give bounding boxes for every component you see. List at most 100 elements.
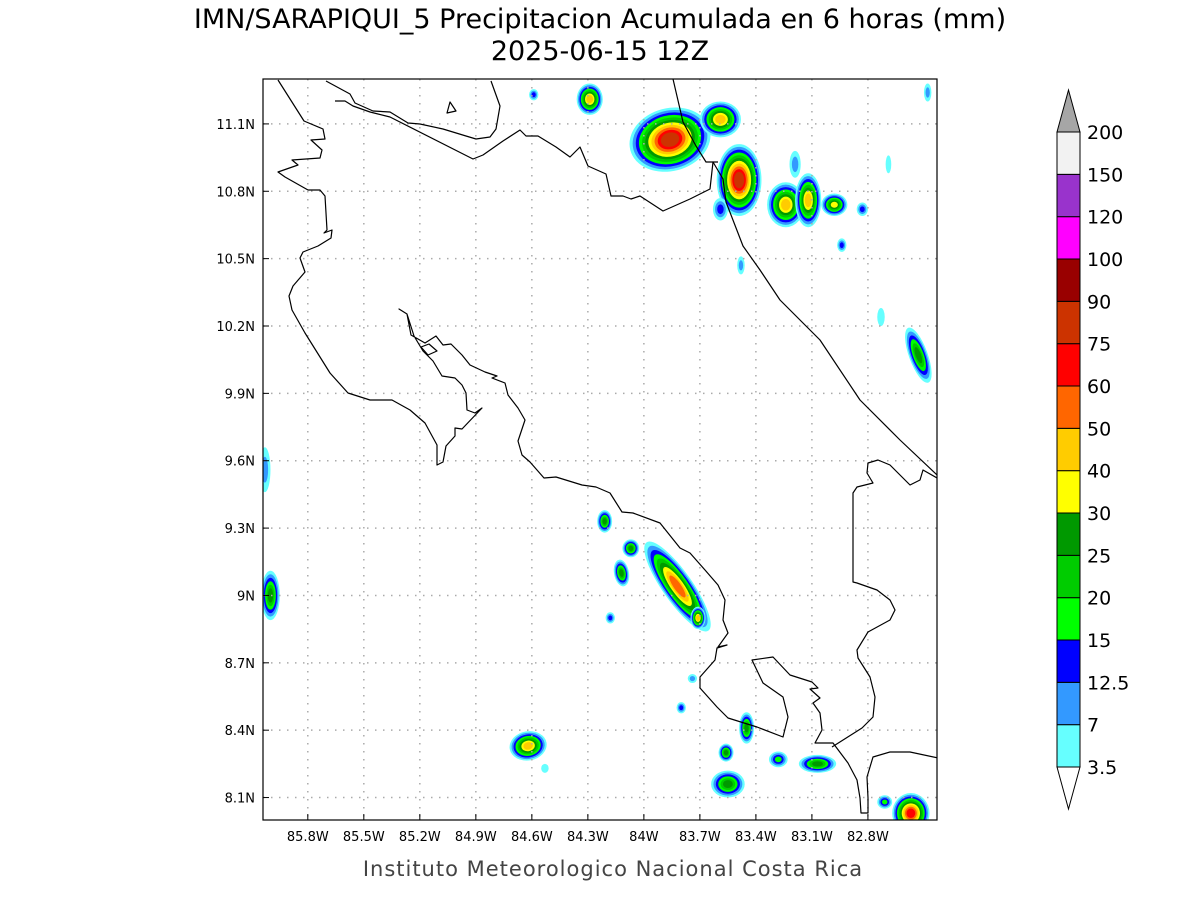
- colorbar-label: 7: [1087, 715, 1099, 737]
- precip-cell: [739, 712, 755, 744]
- colorbar-label: 200: [1087, 122, 1123, 144]
- precip-cell: [837, 238, 847, 252]
- colorbar-swatch: [1056, 427, 1081, 472]
- precip-cell: [605, 612, 615, 624]
- precip-cell: [768, 751, 788, 768]
- precip-cell: [821, 193, 848, 216]
- precip-cell: [767, 182, 805, 228]
- precip-contour-3.5: [541, 763, 549, 773]
- precip-cell: [885, 155, 892, 174]
- precip-cell: [263, 447, 271, 493]
- caribbean-coastline: [672, 79, 937, 476]
- precip-contour-40: [804, 193, 812, 208]
- precip-cell: [716, 144, 762, 216]
- colorbar-label: 150: [1087, 164, 1123, 186]
- precip-cell: [644, 541, 711, 632]
- colorbar-label: 15: [1087, 630, 1111, 652]
- colorbar-swatch: [1056, 385, 1081, 429]
- plot-frame: [262, 78, 938, 821]
- precip-cell: [613, 559, 630, 587]
- precip-cell: [789, 150, 801, 178]
- precip-contour-40: [586, 95, 594, 104]
- x-tick-label: 83.1W: [791, 830, 833, 845]
- precip-contour-3.5: [877, 308, 885, 326]
- colorbar-label: 90: [1087, 291, 1111, 313]
- colorbar-swatch: [1056, 343, 1081, 387]
- x-tick-label: 84.3W: [567, 830, 609, 845]
- precip-contour-12.5: [531, 92, 536, 98]
- colorbar-label: 75: [1087, 334, 1111, 356]
- precip-contour-7: [925, 87, 930, 98]
- precip-cell: [529, 89, 539, 101]
- precip-cell: [905, 327, 932, 383]
- colorbar-label: 100: [1087, 249, 1123, 271]
- x-tick-label: 84.9W: [455, 830, 497, 845]
- x-tick-label: 85.2W: [399, 830, 441, 845]
- precip-contour-50: [669, 575, 686, 598]
- map-subtitle: 2025-06-15 12Z: [491, 36, 709, 67]
- y-tick-label: 10.2N: [216, 320, 255, 335]
- y-tick-label: 10.8N: [216, 185, 255, 200]
- precip-cell: [676, 702, 686, 714]
- nicoya-island: [420, 343, 438, 356]
- colorbar: 3.5 7 12.5 15 20 25 30 40 50 60 75 90 100 120 150 200: [1056, 88, 1129, 811]
- colorbar-swatch: [1056, 597, 1081, 641]
- y-tick-label: 8.1N: [225, 792, 255, 807]
- colorbar-under-triangle: [1056, 766, 1081, 811]
- colorbar-swatch: [1056, 173, 1081, 218]
- precip-cell: [687, 674, 698, 684]
- y-axis: 11.1N 10.8N 10.5N 10.2N 9.9N 9.6N 9.3N 9N 8.7N 8.…: [216, 118, 269, 807]
- precip-contour-12.5: [839, 242, 844, 249]
- colorbar-label: 40: [1087, 461, 1111, 483]
- precip-cell: [690, 606, 706, 630]
- colorbar-swatch: [1056, 258, 1081, 302]
- lake-nicaragua-shore: [325, 80, 501, 140]
- precip-contour-60: [906, 808, 916, 819]
- precip-contour-75: [660, 132, 680, 147]
- precip-contour-25: [628, 545, 634, 551]
- colorbar-label: 12.5: [1087, 672, 1129, 694]
- gridlines: [263, 79, 937, 820]
- coastlines: [277, 79, 937, 814]
- colorbar-swatch: [1056, 554, 1081, 599]
- y-tick-label: 10.5N: [216, 253, 255, 268]
- precip-contour-75: [734, 171, 745, 189]
- precip-contour-12.5: [859, 206, 865, 213]
- precip-contour-25: [267, 588, 274, 603]
- colorbar-label: 60: [1087, 376, 1111, 398]
- y-tick-label: 9.6N: [225, 455, 255, 470]
- precip-contour-12.5: [717, 204, 724, 215]
- x-axis: 85.8W 85.5W 85.2W 84.9W 84.6W 84.3W 84W 83.7W 83…: [287, 814, 889, 845]
- precip-contour-40: [715, 114, 726, 125]
- nicaragua-border: [335, 100, 718, 212]
- precip-contour-7: [738, 260, 744, 271]
- x-tick-label: 85.5W: [343, 830, 385, 845]
- colorbar-over-triangle: [1056, 88, 1081, 133]
- colorbar-swatch: [1056, 639, 1081, 683]
- precip-contour-3.5: [885, 155, 892, 174]
- precip-contour-25: [723, 750, 729, 756]
- precip-contour-25: [602, 518, 607, 525]
- colorbar-swatch: [1056, 300, 1081, 345]
- y-tick-label: 8.4N: [225, 724, 255, 739]
- x-tick-label: 83.7W: [679, 830, 721, 845]
- colorbar-swatch: [1056, 131, 1081, 175]
- precip-cell: [622, 539, 640, 558]
- y-tick-label: 9N: [237, 589, 255, 604]
- precip-cell: [892, 793, 930, 820]
- x-tick-label: 84.6W: [511, 830, 553, 845]
- precip-cell: [263, 570, 280, 621]
- precip-contour-40: [523, 742, 533, 750]
- precip-contour-15: [774, 756, 782, 763]
- y-tick-label: 8.7N: [225, 657, 255, 672]
- colorbar-swatch: [1056, 724, 1081, 768]
- colorbar-swatch: [1056, 216, 1081, 260]
- x-tick-label: 85.8W: [287, 830, 329, 845]
- precip-contour-25: [812, 761, 823, 767]
- y-tick-label: 11.1N: [216, 118, 255, 133]
- precip-contour-30: [830, 201, 838, 208]
- colorbar-label: 50: [1087, 418, 1111, 440]
- precip-cell: [877, 308, 885, 326]
- precip-contour-12.5: [679, 705, 684, 711]
